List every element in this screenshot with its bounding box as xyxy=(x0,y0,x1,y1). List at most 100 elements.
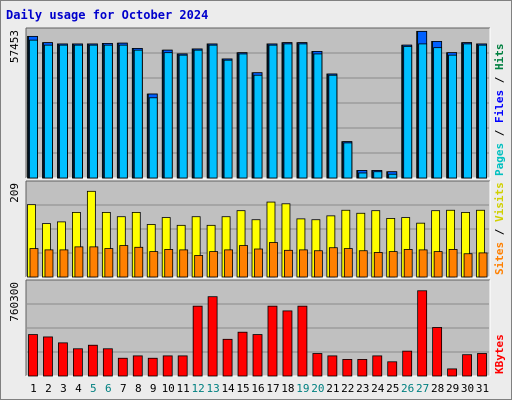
x-axis-day-label: 8 xyxy=(135,382,142,395)
x-axis-day-label: 15 xyxy=(236,382,249,395)
sites-bar xyxy=(149,251,159,278)
kbytes-bar xyxy=(297,305,308,377)
legend-separator: / xyxy=(493,222,506,242)
sites-bar xyxy=(89,246,99,278)
sites-bar xyxy=(209,251,219,278)
kbytes-bar xyxy=(342,359,353,377)
sites-bar xyxy=(194,255,204,278)
kbytes-bar xyxy=(402,350,413,377)
x-axis-day-label: 18 xyxy=(281,382,294,395)
sites-bar xyxy=(179,249,189,278)
kbytes-bar xyxy=(207,296,218,377)
legend-entry-kbytes: KBytes xyxy=(493,334,506,374)
kbytes-bar xyxy=(282,310,293,377)
kbytes-bar xyxy=(87,344,98,377)
pages-bar xyxy=(448,54,457,179)
sites-bar xyxy=(104,248,114,278)
sites-bar xyxy=(433,251,443,278)
pages-bar xyxy=(478,44,487,179)
x-axis-day-label: 2 xyxy=(45,382,52,395)
pages-bar xyxy=(148,97,158,179)
pages-bar xyxy=(88,44,98,179)
x-axis-day-label: 27 xyxy=(416,382,429,395)
x-axis-day-label: 3 xyxy=(60,382,67,395)
x-axis-day-label: 12 xyxy=(192,382,205,395)
y-axis-max-label-top: 57453 xyxy=(8,30,21,63)
pages-bar xyxy=(358,172,368,179)
kbytes-bar xyxy=(43,336,53,377)
pages-bar xyxy=(163,52,173,179)
legend-middle: Sites / Visits xyxy=(493,182,506,275)
x-axis-day-label: 31 xyxy=(476,382,489,395)
sites-bar xyxy=(44,249,54,278)
sites-bar xyxy=(478,252,488,278)
pages-bar xyxy=(298,43,308,179)
sites-bar xyxy=(388,251,398,278)
sites-bar xyxy=(59,249,69,278)
pages-bar xyxy=(343,142,353,179)
pages-bar xyxy=(223,59,233,179)
pages-bar xyxy=(313,53,323,179)
pages-bar xyxy=(74,44,83,179)
pages-bar xyxy=(59,44,68,179)
sites-bar xyxy=(29,248,39,278)
x-axis-day-label: 25 xyxy=(386,382,399,395)
x-axis-day-label: 6 xyxy=(105,382,112,395)
x-axis-day-label: 10 xyxy=(162,382,175,395)
kbytes-bar xyxy=(267,305,278,377)
sites-bar xyxy=(164,249,174,278)
kbytes-bar xyxy=(132,355,143,377)
kbytes-bar xyxy=(28,334,38,377)
pages-bar xyxy=(44,44,53,179)
x-axis-day-label: 19 xyxy=(296,382,309,395)
x-axis-day-label: 28 xyxy=(431,382,444,395)
sites-bar xyxy=(134,246,144,278)
kbytes-bar xyxy=(192,305,203,377)
sites-bar xyxy=(119,245,129,278)
sites-bar xyxy=(284,249,293,278)
legend-separator: / xyxy=(493,70,506,90)
kbytes-bar xyxy=(252,334,263,377)
x-axis-day-label: 1 xyxy=(30,382,37,395)
pages-bar xyxy=(433,47,443,179)
pages-bar xyxy=(283,43,293,179)
kbytes-bar xyxy=(357,359,368,377)
sites-bar xyxy=(254,248,263,278)
legend-entry-visits: Visits xyxy=(493,182,506,222)
legend-entry-pages: Pages xyxy=(493,143,506,176)
x-axis-day-label: 9 xyxy=(150,382,157,395)
x-axis-day-label: 17 xyxy=(266,382,279,395)
pages-bar xyxy=(253,74,263,179)
kbytes-bar xyxy=(222,338,233,377)
kbytes-bar xyxy=(327,355,338,377)
sites-bar xyxy=(224,249,233,278)
kbytes-bar xyxy=(417,290,428,377)
kbytes-bar xyxy=(462,354,472,377)
y-axis-max-label-bottom: 760300 xyxy=(8,282,21,322)
sites-bar xyxy=(373,252,383,278)
sites-bar xyxy=(403,249,413,278)
pages-bar xyxy=(178,54,188,179)
pages-bar xyxy=(463,43,472,179)
chart-title: Daily usage for October 2024 xyxy=(6,8,208,22)
legend-entry-files: Files xyxy=(493,90,506,123)
sites-bar xyxy=(448,249,458,278)
sites-bar xyxy=(269,242,278,278)
x-axis-day-label: 21 xyxy=(326,382,339,395)
pages-bar xyxy=(208,44,218,179)
pages-bar xyxy=(103,44,113,179)
sites-bar xyxy=(463,253,473,278)
sites-bar xyxy=(343,248,353,278)
sites-bar xyxy=(239,245,248,278)
x-axis-day-label: 13 xyxy=(206,382,219,395)
sites-bar xyxy=(358,250,368,278)
pages-bar xyxy=(268,44,278,179)
pages-bar xyxy=(373,171,383,179)
legend-top: Pages / Files / Hits xyxy=(493,44,506,177)
x-axis-day-label: 5 xyxy=(90,382,97,395)
x-axis-day-label: 11 xyxy=(177,382,190,395)
kbytes-bar xyxy=(372,355,383,377)
x-axis-day-label: 26 xyxy=(401,382,414,395)
